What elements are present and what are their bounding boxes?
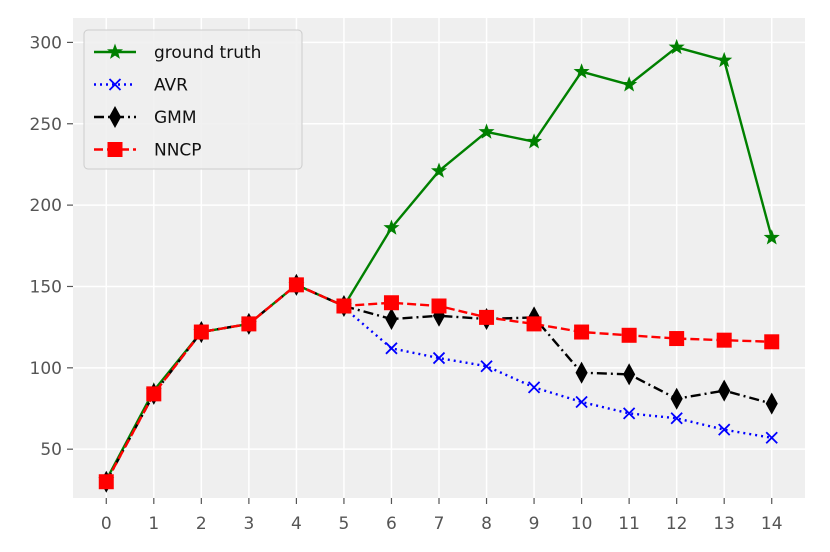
x-tick-label: 0	[101, 514, 112, 534]
data-point	[526, 316, 542, 332]
x-tick-label: 10	[571, 514, 593, 534]
data-point	[622, 407, 636, 420]
data-point	[765, 431, 778, 444]
data-point	[430, 162, 448, 178]
legend-label: GMM	[154, 108, 197, 128]
data-point	[716, 332, 732, 348]
data-point	[575, 361, 588, 384]
y-tick-label: 250	[30, 115, 62, 135]
y-tick-label: 100	[30, 359, 62, 379]
data-point	[146, 386, 162, 402]
x-tick-label: 6	[386, 514, 397, 534]
x-tick-label: 12	[666, 514, 688, 534]
data-point	[385, 342, 398, 355]
data-point	[575, 395, 588, 409]
data-point	[526, 133, 543, 149]
x-tick-label: 11	[618, 514, 640, 534]
data-point	[480, 360, 493, 373]
legend-marker	[108, 105, 122, 129]
series-line	[105, 283, 773, 483]
x-tick-label: 3	[243, 514, 254, 534]
legend-label: ground truth	[154, 43, 261, 63]
data-point	[432, 351, 446, 365]
data-point	[764, 334, 780, 350]
data-point	[670, 412, 683, 425]
data-point	[98, 474, 114, 490]
data-point	[431, 298, 447, 314]
data-point	[623, 363, 636, 386]
legend-box	[83, 29, 303, 170]
data-point	[478, 123, 495, 139]
legend-label: NNCP	[154, 141, 202, 161]
x-axis: 0 1 2 3 4 5 6 7 8 9 10 11 12 13 14	[101, 498, 783, 534]
data-point	[336, 298, 352, 314]
legend-marker	[108, 78, 122, 91]
data-point	[288, 277, 304, 293]
data-point	[574, 324, 590, 340]
y-tick-label: 300	[30, 33, 62, 53]
data-point	[763, 229, 780, 245]
legend: ground truth AVR GMM NNCP	[83, 29, 303, 170]
data-point	[573, 63, 590, 79]
y-tick-label: 50	[40, 440, 62, 460]
y-axis: 50 100 150 200 250 300	[30, 33, 73, 460]
x-tick-label: 9	[529, 514, 540, 534]
data-point	[669, 331, 685, 347]
series-layer	[98, 38, 780, 493]
x-tick-label: 5	[339, 514, 350, 534]
data-point	[241, 316, 257, 332]
series-avr	[337, 301, 778, 444]
x-tick-label: 2	[196, 514, 207, 534]
series-nncp	[98, 277, 780, 490]
y-tick-label: 200	[30, 196, 62, 216]
data-point	[621, 327, 637, 343]
x-tick-label: 4	[291, 514, 302, 534]
data-point	[527, 381, 541, 394]
y-tick-label: 150	[30, 277, 62, 297]
data-point	[193, 324, 209, 340]
x-tick-label: 13	[713, 514, 735, 534]
data-point	[765, 392, 778, 415]
data-point	[479, 309, 495, 325]
data-point	[383, 295, 399, 311]
data-point	[718, 423, 731, 436]
x-tick-label: 1	[148, 514, 159, 534]
data-point	[718, 379, 731, 402]
data-point	[670, 387, 683, 410]
x-tick-label: 14	[761, 514, 783, 534]
data-point	[621, 76, 638, 92]
legend-label: AVR	[154, 76, 188, 96]
data-point	[385, 307, 398, 331]
legend-marker	[106, 43, 124, 59]
x-tick-label: 7	[434, 514, 445, 534]
x-tick-label: 8	[481, 514, 492, 534]
data-point	[383, 219, 400, 235]
data-point	[668, 38, 685, 55]
legend-marker	[107, 142, 123, 157]
data-point	[716, 51, 733, 68]
